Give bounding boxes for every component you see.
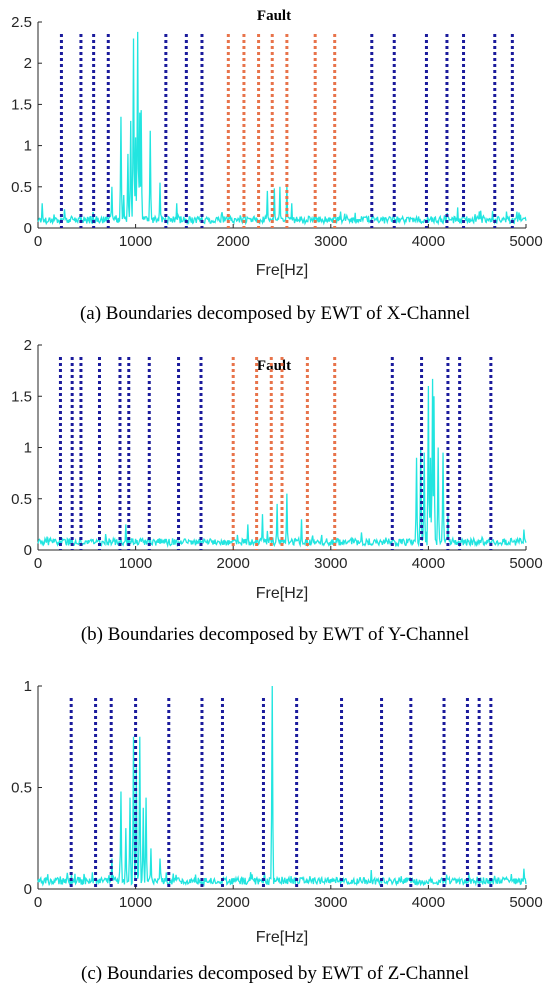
panel-b: Fault Fre[Hz] (b) Boundaries decomposed … [11, 337, 543, 645]
panel-a-y-tick-label: 0 [24, 220, 32, 237]
panel-c-x-tick-label: 0 [34, 894, 42, 911]
panel-b-x-tick-label: 3000 [314, 555, 347, 572]
panel-a-x-tick-label: 3000 [314, 233, 347, 250]
panel-b-caption: (b) Boundaries decomposed by EWT of Y-Ch… [81, 624, 469, 645]
panel-a-y-tick-label: 1.5 [11, 96, 32, 113]
panel-a: Fault Fre[Hz] (a) Boundaries decomposed … [11, 8, 543, 324]
panel-b-y-tick-label: 2 [24, 337, 32, 354]
panel-a-spectrum-series [37, 31, 527, 226]
panel-a-caption: (a) Boundaries decomposed by EWT of X-Ch… [80, 303, 470, 324]
panel-b-y-tick-label: 0.5 [11, 491, 32, 508]
panel-a-y-tick-label: 2.5 [11, 14, 32, 31]
panel-c-y-tick-label: 0.5 [11, 780, 32, 797]
panel-a-y-tick-label: 2 [24, 55, 32, 72]
panel-a-xlabel: Fre[Hz] [256, 262, 308, 279]
panel-a-x-tick-label: 0 [34, 233, 42, 250]
panel-c: Fre[Hz] (c) Boundaries decomposed by EWT… [11, 678, 543, 984]
panel-b-x-tick-label: 1000 [119, 555, 152, 572]
panel-c-y-tick-label: 1 [24, 678, 32, 695]
panel-c-x-tick-label: 4000 [412, 894, 445, 911]
panel-a-y-tick-label: 1 [24, 138, 32, 155]
panel-a-y-tick-label: 0.5 [11, 179, 32, 196]
panel-b-y-tick-label: 1 [24, 440, 32, 457]
panel-b-x-tick-label: 4000 [412, 555, 445, 572]
panel-a-x-tick-label: 5000 [509, 233, 542, 250]
panel-a-x-tick-label: 4000 [412, 233, 445, 250]
panel-c-x-tick-label: 1000 [119, 894, 152, 911]
panel-a-x-tick-label: 1000 [119, 233, 152, 250]
panel-c-y-tick-label: 0 [24, 881, 32, 898]
panel-c-caption: (c) Boundaries decomposed by EWT of Z-Ch… [81, 963, 469, 984]
panel-b-title: Fault [257, 358, 291, 374]
panel-b-y-tick-label: 1.5 [11, 388, 32, 405]
panel-c-xlabel: Fre[Hz] [256, 929, 308, 946]
panel-b-x-tick-label: 5000 [509, 555, 542, 572]
panel-b-xlabel: Fre[Hz] [256, 585, 308, 602]
panel-c-x-tick-label: 5000 [509, 894, 542, 911]
panel-a-x-tick-label: 2000 [217, 233, 250, 250]
panel-b-x-tick-label: 2000 [217, 555, 250, 572]
panel-c-x-tick-label: 2000 [217, 894, 250, 911]
panel-b-x-tick-label: 0 [34, 555, 42, 572]
panel-a-title: Fault [257, 8, 291, 24]
panel-b-y-tick-label: 0 [24, 542, 32, 559]
panel-c-x-tick-label: 3000 [314, 894, 347, 911]
